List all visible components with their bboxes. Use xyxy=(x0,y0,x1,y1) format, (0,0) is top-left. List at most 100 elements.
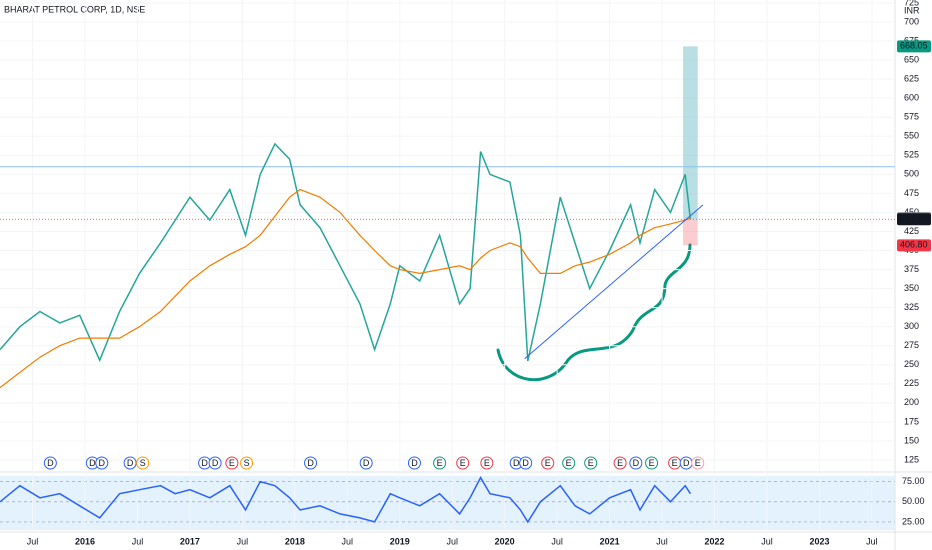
y2-tick-label: 25.00 xyxy=(902,516,925,526)
x-tick-label: Jul xyxy=(761,536,773,546)
event-label: D xyxy=(363,458,370,468)
x-tick-label: 2018 xyxy=(285,536,305,546)
event-marker xyxy=(629,456,643,470)
y-tick-label: 350 xyxy=(904,283,919,293)
x-tick-label: Jul xyxy=(551,536,563,546)
event-label: D xyxy=(307,458,314,468)
y-tick-label: 250 xyxy=(904,359,919,369)
y-tick-label: 650 xyxy=(904,54,919,64)
y-tick-label: 175 xyxy=(904,416,919,426)
event-label: D xyxy=(89,458,96,468)
x-tick-label: 2019 xyxy=(390,536,410,546)
price-tag-label: 406.80 xyxy=(900,240,928,250)
event-marker xyxy=(304,456,318,470)
x-tick-label: 2017 xyxy=(180,536,200,546)
event-label: E xyxy=(460,458,466,468)
drawing-curve xyxy=(496,243,692,382)
y2-tick-label: 50.00 xyxy=(902,496,925,506)
event-label: E xyxy=(672,458,678,468)
x-tick-label: 2022 xyxy=(705,536,725,546)
y-tick-label: 625 xyxy=(904,74,919,84)
y-tick-label: 525 xyxy=(904,150,919,160)
event-label: E xyxy=(695,458,701,468)
y-tick-label: 475 xyxy=(904,188,919,198)
trendline xyxy=(524,204,704,360)
y-tick-label: 275 xyxy=(904,340,919,350)
chart-title: BHARAT PETROL CORP, 1D, NSE xyxy=(4,4,145,14)
y-tick-label: 425 xyxy=(904,226,919,236)
y-tick-label: 325 xyxy=(904,302,919,312)
y-tick-label: 725 xyxy=(904,0,919,7)
event-label: D xyxy=(513,458,520,468)
price-line xyxy=(0,142,692,363)
x-tick-label: 2020 xyxy=(495,536,515,546)
event-marker xyxy=(519,456,533,470)
event-label: D xyxy=(99,458,106,468)
currency: INR xyxy=(904,5,920,15)
event-label: E xyxy=(566,458,572,468)
y-tick-label: 375 xyxy=(904,264,919,274)
event-label: D xyxy=(47,458,54,468)
y-tick-label: 550 xyxy=(904,131,919,141)
x-tick-label: Jul xyxy=(27,536,39,546)
event-label: D xyxy=(411,458,418,468)
x-tick-label: Jul xyxy=(656,536,668,546)
event-label: S xyxy=(140,458,146,468)
event-marker xyxy=(433,456,447,470)
event-label: E xyxy=(617,458,623,468)
event-marker xyxy=(208,456,222,470)
y-tick-label: 450 xyxy=(904,207,919,217)
rsi-band xyxy=(0,476,895,530)
price-tag xyxy=(897,40,931,53)
x-tick-label: Jul xyxy=(132,536,144,546)
event-marker xyxy=(541,456,555,470)
event-marker xyxy=(95,456,109,470)
event-label: D xyxy=(683,458,690,468)
position-target xyxy=(683,46,698,220)
y-tick-label: 575 xyxy=(904,112,919,122)
position-stop xyxy=(683,219,698,246)
event-marker xyxy=(456,456,470,470)
price-tag-label: 441.10 xyxy=(900,214,928,224)
event-label: D xyxy=(201,458,208,468)
x-tick-label: 2016 xyxy=(75,536,95,546)
event-label: D xyxy=(127,458,134,468)
x-tick-label: Jul xyxy=(866,536,878,546)
event-marker xyxy=(691,456,705,470)
rsi-line xyxy=(0,476,692,524)
event-label: E xyxy=(437,458,443,468)
price-tag-label: 668.05 xyxy=(900,41,928,51)
event-marker xyxy=(645,456,659,470)
event-marker xyxy=(613,456,627,470)
event-marker xyxy=(562,456,576,470)
y-tick-label: 500 xyxy=(904,169,919,179)
y-tick-label: 600 xyxy=(904,93,919,103)
event-marker xyxy=(584,456,598,470)
event-label: D xyxy=(633,458,640,468)
y-tick-label: 200 xyxy=(904,397,919,407)
x-tick-label: Jul xyxy=(237,536,249,546)
y-tick-label: 700 xyxy=(904,16,919,26)
price-tag xyxy=(897,239,931,252)
event-label: E xyxy=(229,458,235,468)
event-marker xyxy=(43,456,57,470)
event-label: S xyxy=(244,458,250,468)
y-tick-label: 225 xyxy=(904,378,919,388)
y-tick-label: 125 xyxy=(904,454,919,464)
y-tick-label: 300 xyxy=(904,321,919,331)
price-tag xyxy=(897,213,931,226)
event-marker xyxy=(136,456,150,470)
y-tick-label: 150 xyxy=(904,435,919,445)
x-tick-label: 2023 xyxy=(809,536,829,546)
x-tick-label: Jul xyxy=(446,536,458,546)
event-marker xyxy=(123,456,137,470)
price-line xyxy=(0,188,691,389)
x-tick-label: 2021 xyxy=(600,536,620,546)
event-marker xyxy=(480,456,494,470)
event-label: E xyxy=(588,458,594,468)
y2-tick-label: 75.00 xyxy=(902,476,925,486)
event-label: E xyxy=(545,458,551,468)
event-marker xyxy=(407,456,421,470)
event-label: D xyxy=(522,458,529,468)
